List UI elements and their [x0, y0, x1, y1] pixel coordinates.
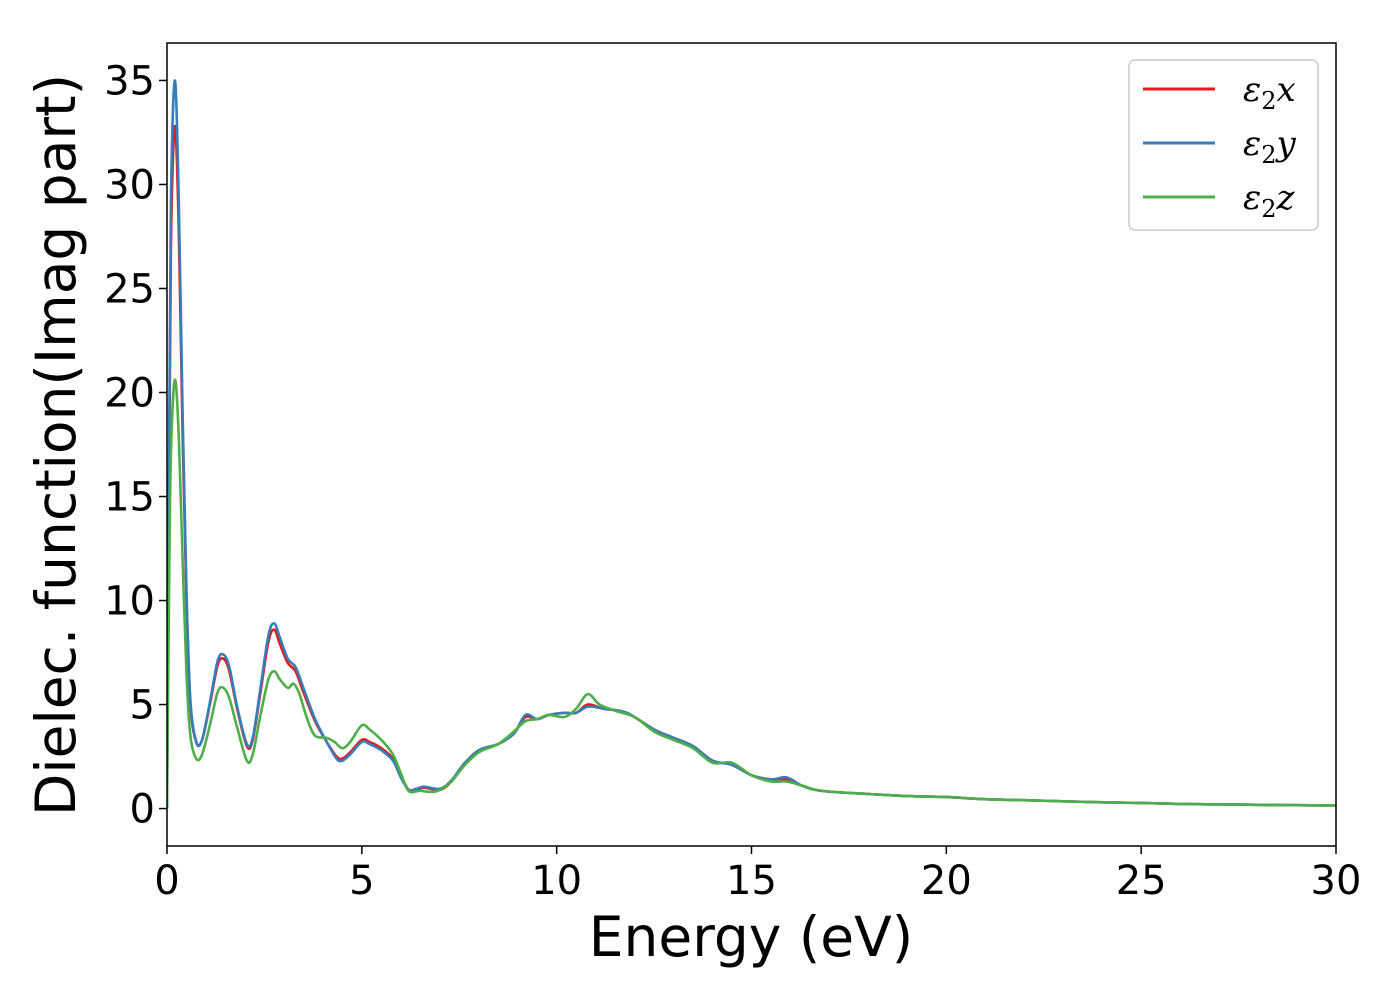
y-tick-label: 25 [104, 266, 155, 312]
y-tick-label: 20 [104, 370, 155, 416]
y-tick-label: 30 [104, 162, 155, 208]
legend-label-y: ε2y [1243, 124, 1297, 169]
y-axis-label: Dielec. function(Imag part) [24, 74, 88, 816]
series-layer [167, 79, 1336, 809]
series-line-z [167, 378, 1336, 809]
x-tick-label: 5 [349, 858, 374, 904]
x-axis: 0 5 10 15 20 25 30 [154, 846, 1361, 904]
x-tick-label: 0 [154, 858, 179, 904]
legend-box [1128, 59, 1319, 231]
y-tick-label: 15 [104, 475, 155, 521]
y-tick-label: 10 [104, 579, 155, 625]
legend: ε2x ε2y ε2z [1128, 59, 1319, 231]
x-tick-label: 20 [921, 858, 972, 904]
y-tick-label: 35 [104, 58, 155, 104]
y-tick-label: 0 [130, 787, 155, 833]
x-tick-label: 30 [1311, 858, 1362, 904]
y-axis: 0 5 10 15 20 25 30 35 [104, 58, 167, 833]
legend-label-z: ε2z [1243, 178, 1296, 223]
y-tick-label: 5 [130, 683, 155, 729]
x-tick-label: 15 [726, 858, 777, 904]
legend-label-x: ε2x [1243, 70, 1296, 115]
x-tick-label: 25 [1116, 858, 1167, 904]
x-tick-label: 10 [531, 858, 582, 904]
x-axis-label: Energy (eV) [589, 905, 913, 969]
